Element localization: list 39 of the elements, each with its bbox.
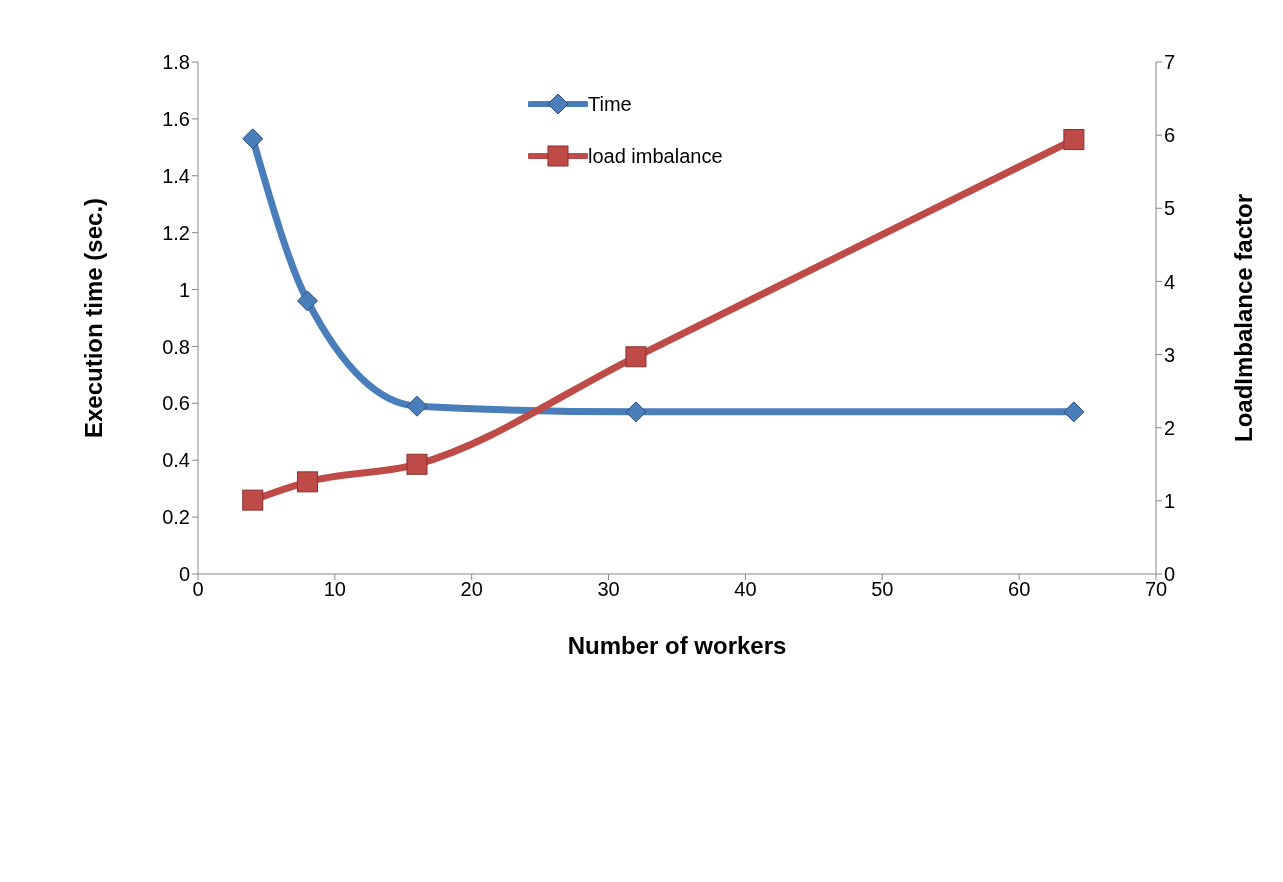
y-axis-title: Execution time (sec.)	[79, 197, 107, 439]
point	[406, 453, 428, 475]
y-tick-label: 1.6	[162, 107, 190, 130]
x-tick-label: 20	[460, 578, 483, 601]
point	[625, 346, 647, 368]
y2-tick-label: 1	[1164, 489, 1176, 512]
y2-tick-label: 5	[1164, 197, 1176, 220]
point	[625, 401, 647, 423]
y2-tick-label: 3	[1164, 343, 1176, 366]
y2-axis-title: LoadImbalance factor	[1229, 193, 1257, 443]
point	[1063, 401, 1085, 423]
legend-label: load imbalance	[588, 144, 723, 168]
y-tick-label: 1.4	[162, 164, 190, 187]
y2-tick-label: 6	[1164, 124, 1176, 147]
legend-label: Time	[588, 92, 632, 116]
x-tick-label: 60	[1008, 578, 1031, 601]
x-tick-label: 0	[192, 578, 204, 601]
y-tick-label: 1.8	[162, 51, 190, 74]
point	[296, 290, 318, 312]
point	[242, 128, 264, 150]
point	[296, 471, 318, 493]
x-tick-label: 40	[734, 578, 757, 601]
y2-tick-label: 4	[1164, 270, 1176, 293]
x-tick-label: 10	[323, 578, 346, 601]
point	[1063, 129, 1085, 151]
y-tick-label: 0.8	[162, 335, 190, 358]
x-axis-title: Number of workers	[567, 632, 787, 659]
y-tick-label: 0.4	[162, 449, 190, 472]
x-tick-label: 30	[597, 578, 620, 601]
y2-tick-label: 2	[1164, 416, 1176, 439]
y-tick-label: 1	[178, 278, 190, 301]
y2-tick-label: 7	[1164, 51, 1176, 74]
x-tick-label: 50	[871, 578, 894, 601]
y-tick-label: 0.6	[162, 392, 190, 415]
point	[406, 395, 428, 417]
y-tick-label: 1.2	[162, 221, 190, 244]
y-tick-label: 0	[178, 563, 190, 586]
point	[242, 489, 264, 511]
y-tick-label: 0.2	[162, 506, 190, 529]
